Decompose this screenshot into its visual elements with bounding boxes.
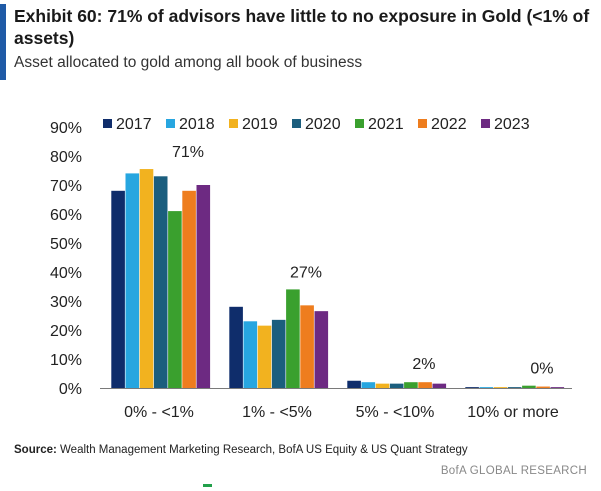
legend-swatch-2022 [418,119,427,128]
bar-2021-0 [168,211,182,388]
legend-swatch-2021 [355,119,364,128]
legend-label-2023: 2023 [494,116,530,133]
y-tick-label: 80% [50,149,82,166]
bar-2018-2 [361,382,376,388]
bar-2020-2 [389,383,404,388]
bar-2023-1 [314,311,329,388]
bar-2023-0 [196,185,211,388]
legend-label-2018: 2018 [179,116,215,133]
x-axis: 0% - <1% 1% - <5% 5% - <10% 10% or more [100,388,572,421]
data-label: 27% [290,264,322,281]
bar-2017-3 [465,387,479,388]
bar-2021-1 [286,289,300,388]
bars [111,169,565,388]
bar-2020-0 [153,176,168,388]
bar-2022-0 [182,190,196,388]
bar-2019-2 [375,383,390,388]
y-tick-label: 20% [50,323,82,340]
y-tick-label: 50% [50,236,82,253]
y-tick-label: 0% [59,381,82,398]
legend-swatch-2023 [481,119,490,128]
y-tick-label: 70% [50,178,82,195]
bar-2018-3 [479,387,494,388]
legend-swatch-2020 [292,119,301,128]
x-category-label: 0% - <1% [124,404,194,421]
title-accent-bar [0,4,6,80]
legend-label-2022: 2022 [431,116,467,133]
y-tick-label: 90% [50,120,82,137]
x-category-label: 1% - <5% [242,404,312,421]
source-label: Source: [14,444,57,456]
bar-2021-2 [404,382,418,388]
bar-2017-0 [111,190,125,388]
bar-chart: 0% 10% 20% 30% 40% 50% 60% 70% 80% 90% 71% 27% 2% 0%… [50,116,572,421]
exhibit-title: Exhibit 60: 71% of advisors have little … [14,6,590,48]
y-tick-label: 40% [50,265,82,282]
bar-2018-0 [125,173,140,388]
bar-2021-3 [522,385,536,388]
bar-2019-0 [139,169,154,388]
legend-label-2021: 2021 [368,116,404,133]
bar-2022-2 [418,382,432,388]
bar-2020-3 [507,387,522,388]
source-text: Wealth Management Marketing Research, Bo… [60,444,468,456]
x-category-label: 5% - <10% [356,404,435,421]
y-axis: 0% 10% 20% 30% 40% 50% 60% 70% 80% 90% [50,120,82,398]
legend-swatch-2017 [103,119,112,128]
exhibit-subtitle: Asset allocated to gold among all book o… [14,54,363,71]
bar-2019-1 [257,325,272,388]
data-labels: 71% 27% 2% 0% [172,144,554,378]
footer-green-mark [203,484,212,487]
bar-2018-1 [243,321,258,388]
bar-2022-1 [300,305,314,388]
x-category-label: 10% or more [467,404,559,421]
brand-mark: BofA GLOBAL RESEARCH [440,465,587,477]
bar-2017-2 [347,380,361,388]
legend-swatch-2018 [166,119,175,128]
bar-2020-1 [271,319,286,388]
y-tick-label: 60% [50,207,82,224]
y-tick-label: 10% [50,352,82,369]
legend-swatch-2019 [229,119,238,128]
legend: 2017 2018 2019 2020 2021 2022 2023 [103,116,530,133]
data-label: 2% [412,356,435,373]
legend-label-2020: 2020 [305,116,341,133]
y-tick-label: 30% [50,294,82,311]
bar-2022-3 [536,386,550,388]
source-note: Source: Wealth Management Marketing Rese… [14,444,468,456]
bar-2023-3 [550,387,565,388]
bar-2017-1 [229,306,243,388]
bar-2019-3 [493,387,508,388]
data-label: 0% [530,361,553,378]
legend-label-2017: 2017 [116,116,152,133]
bar-2023-2 [432,383,447,388]
data-label: 71% [172,144,204,161]
legend-label-2019: 2019 [242,116,278,133]
